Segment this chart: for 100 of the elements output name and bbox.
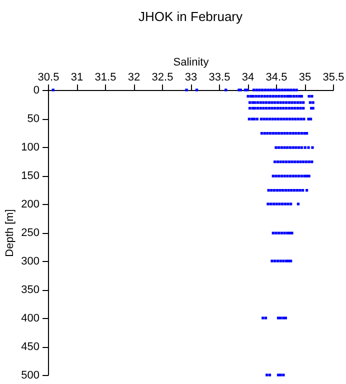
- point: [195, 88, 198, 92]
- point: [299, 106, 302, 110]
- point: [270, 202, 272, 206]
- point: [295, 94, 298, 98]
- point: [282, 374, 285, 376]
- point: [286, 174, 289, 178]
- point: [224, 88, 228, 92]
- point: [288, 118, 292, 120]
- point: [283, 146, 286, 149]
- point: [283, 132, 286, 135]
- x-tick-label: 34.5: [266, 72, 288, 84]
- point: [290, 232, 294, 234]
- point: [274, 146, 278, 149]
- point: [300, 174, 303, 178]
- point: [280, 232, 284, 234]
- point: [280, 88, 284, 92]
- point: [262, 106, 265, 110]
- point: [297, 146, 300, 149]
- point: [280, 118, 282, 120]
- point: [286, 118, 288, 120]
- point: [296, 118, 300, 120]
- point: [276, 118, 280, 120]
- point: [270, 260, 274, 262]
- x-tick-label: 31.5: [94, 72, 116, 84]
- point: [311, 146, 314, 149]
- x-tick-label: 31: [70, 72, 84, 84]
- point: [264, 88, 266, 92]
- point: [284, 101, 288, 104]
- point: [287, 188, 290, 192]
- point: [284, 88, 286, 92]
- point: [272, 174, 274, 178]
- point: [289, 202, 292, 206]
- point: [308, 160, 310, 164]
- x-tick-label: 33.5: [208, 72, 230, 84]
- point: [252, 88, 256, 92]
- chart-title: JHOK in February: [138, 9, 244, 24]
- point: [308, 174, 310, 178]
- x-tick-label: 35: [298, 72, 312, 84]
- x-tick-label: 32: [128, 72, 140, 84]
- y-tick-label: 0: [33, 84, 40, 96]
- point: [248, 118, 251, 120]
- point: [272, 232, 274, 234]
- point: [302, 118, 306, 120]
- point: [279, 260, 282, 262]
- point: [260, 118, 263, 120]
- point: [284, 202, 286, 206]
- point: [185, 88, 188, 92]
- point: [280, 174, 284, 178]
- point: [278, 146, 280, 149]
- point: [307, 118, 310, 120]
- point: [270, 101, 274, 104]
- point: [289, 260, 292, 262]
- point: [300, 118, 302, 120]
- point: [266, 132, 269, 135]
- point: [279, 101, 282, 104]
- point: [279, 316, 282, 320]
- y-tick-label: 450: [21, 341, 40, 353]
- point: [280, 146, 284, 149]
- point: [286, 202, 290, 206]
- point: [256, 101, 260, 104]
- point: [270, 106, 274, 110]
- point: [262, 316, 264, 320]
- point: [260, 88, 264, 92]
- point: [258, 88, 261, 92]
- y-tick-label: 150: [21, 170, 40, 182]
- point: [292, 146, 294, 149]
- point: [274, 101, 276, 104]
- point: [279, 106, 282, 110]
- point: [300, 146, 303, 149]
- point: [264, 101, 268, 104]
- point: [250, 118, 254, 120]
- point: [278, 188, 282, 192]
- point: [268, 374, 272, 376]
- point: [259, 101, 262, 104]
- point: [292, 174, 294, 178]
- point: [282, 101, 285, 104]
- point: [286, 146, 289, 149]
- point: [290, 160, 294, 164]
- point: [283, 94, 286, 98]
- point: [254, 101, 256, 104]
- point: [289, 88, 292, 92]
- point: [246, 94, 250, 98]
- point: [278, 88, 281, 92]
- point: [308, 101, 312, 104]
- point: [295, 88, 298, 92]
- point: [274, 94, 278, 98]
- x-axis-title: Salinity: [173, 56, 210, 68]
- x-tick-label: 33: [184, 72, 198, 84]
- point: [264, 316, 268, 320]
- point: [288, 174, 292, 178]
- point: [290, 106, 294, 110]
- point: [294, 132, 298, 135]
- y-tick-label: 350: [21, 284, 40, 296]
- point: [283, 232, 286, 234]
- point: [248, 101, 252, 104]
- point: [268, 118, 272, 120]
- point: [262, 118, 266, 120]
- point: [296, 101, 299, 104]
- point: [304, 146, 306, 149]
- point: [303, 174, 306, 178]
